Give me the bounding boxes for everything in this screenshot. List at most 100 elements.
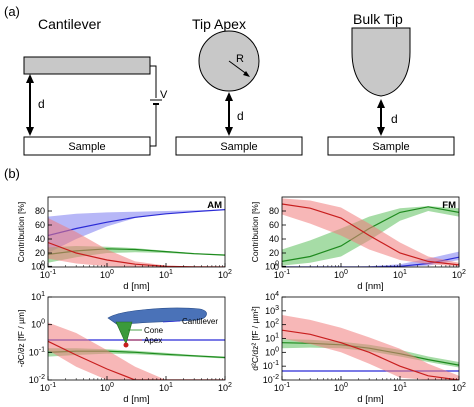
band-cantilever xyxy=(48,209,225,253)
x-tick-label: 100 xyxy=(334,382,348,393)
y-tick-label: 40 xyxy=(35,234,45,244)
series-group xyxy=(48,322,225,380)
y-tick-label: 80 xyxy=(35,206,45,216)
x-tick-label: 102 xyxy=(452,269,466,280)
apex-dot-icon xyxy=(123,342,129,348)
x-tick-label: 100 xyxy=(100,269,114,280)
arrow-icon xyxy=(243,71,250,77)
x-tick-label: 10-1 xyxy=(274,269,290,280)
band-apex xyxy=(48,322,225,380)
panel-b-label: (b) xyxy=(4,166,20,181)
x-tick-label: 10-1 xyxy=(40,269,56,280)
mode-label: FM xyxy=(442,200,456,211)
bulk-tip-shape xyxy=(351,27,411,97)
tip-apex-title: Tip Apex xyxy=(192,16,246,32)
cantilever-title: Cantilever xyxy=(38,16,101,32)
arrow-down-icon xyxy=(26,127,34,136)
mode-label: AM xyxy=(207,200,222,211)
y-tick-label: 10-1 xyxy=(263,360,279,371)
y-tick-label: 20 xyxy=(35,248,45,258)
bulk-tip-schematic: Bulk Tip d Sample xyxy=(327,11,455,156)
x-tick-label: 10-1 xyxy=(274,382,290,393)
inset-legend: Cantilever Cone Apex xyxy=(107,307,218,348)
y-axis-label: Contribution [%] xyxy=(250,202,260,262)
y-axis-label: -∂C/∂z [fF / µm] xyxy=(16,310,26,368)
arrow-down-icon xyxy=(225,127,233,136)
x-tick-label: 102 xyxy=(218,269,232,280)
y-tick-label: 101 xyxy=(31,291,45,302)
y-tick-label: 60 xyxy=(269,220,279,230)
x-tick-label: 102 xyxy=(218,382,232,393)
y-tick-label: 100 xyxy=(265,260,279,271)
x-tick-label: 101 xyxy=(159,382,173,393)
panel-a-label: (a) xyxy=(4,4,20,19)
tip-apex-d-label: d xyxy=(237,109,244,123)
x-axis-label: d [nm] xyxy=(357,394,383,405)
band-apex xyxy=(48,218,225,267)
y-tick-label: 104 xyxy=(265,291,279,302)
line-apex xyxy=(282,329,459,380)
y-tick-label: 103 xyxy=(265,305,279,316)
y-tick-label: 100 xyxy=(31,260,45,271)
y-tick-label: 0 xyxy=(274,262,279,272)
tip-apex-sample-label: Sample xyxy=(220,141,257,153)
voltage-label: V xyxy=(160,89,168,101)
x-tick-label: 100 xyxy=(334,269,348,280)
x-tick-label: 100 xyxy=(100,382,114,393)
cantilever-d-label: d xyxy=(38,97,45,111)
bulk-tip-sample-label: Sample xyxy=(372,141,409,153)
cone-3d-icon xyxy=(115,321,133,345)
y-tick-label: 80 xyxy=(269,206,279,216)
x-tick-label: 101 xyxy=(159,269,173,280)
x-axis-label: d [nm] xyxy=(357,281,383,292)
legend-label-apex: Apex xyxy=(144,336,162,345)
y-tick-label: 10-2 xyxy=(29,374,45,385)
tip-apex-sample-box xyxy=(175,136,303,156)
radius-label: R xyxy=(236,53,244,65)
y-tick-label: 10-1 xyxy=(29,346,45,357)
x-axis-label: d [nm] xyxy=(123,394,149,405)
x-tick-label: 101 xyxy=(393,382,407,393)
arrow-up-icon xyxy=(225,92,233,101)
legend-line-cantilever xyxy=(162,320,181,323)
y-tick-label: 0 xyxy=(40,262,45,272)
arrow-down-icon xyxy=(377,127,385,136)
y-tick-label: 10-2 xyxy=(263,374,279,385)
band-apex xyxy=(282,315,459,380)
cantilever-beam xyxy=(23,56,151,75)
line-cantilever xyxy=(48,209,225,237)
plot-frame xyxy=(47,296,226,381)
plot-frame xyxy=(47,196,226,268)
y-axis-label: Contribution [%] xyxy=(16,202,26,262)
series-group xyxy=(282,198,459,267)
circuit-wire-top xyxy=(150,65,157,98)
line-apex xyxy=(48,340,225,380)
x-tick-label: 101 xyxy=(393,269,407,280)
x-tick-label: 102 xyxy=(452,382,466,393)
legend-label-cone: Cone xyxy=(144,326,164,335)
x-axis-label: d [nm] xyxy=(123,281,149,292)
series-group xyxy=(48,209,225,267)
bulk-tip-d-label: d xyxy=(391,112,398,126)
band-apex xyxy=(282,198,459,267)
plot-frame xyxy=(281,196,460,268)
y-tick-label: 100 xyxy=(265,346,279,357)
y-axis-label: d²C/dz² [fF / µm²] xyxy=(250,306,260,370)
cantilever-sample-label: Sample xyxy=(68,141,105,153)
y-tick-label: 60 xyxy=(35,220,45,230)
line-apex xyxy=(282,203,459,266)
arrow-up-icon xyxy=(26,74,34,83)
x-tick-label: 10-1 xyxy=(40,382,56,393)
bulk-tip-title: Bulk Tip xyxy=(353,11,403,27)
bulk-tip-sample-box xyxy=(327,136,455,156)
tip-apex-schematic: Tip Apex R d Sample xyxy=(175,16,303,156)
y-tick-label: 100 xyxy=(31,319,45,330)
series-group xyxy=(282,315,459,380)
